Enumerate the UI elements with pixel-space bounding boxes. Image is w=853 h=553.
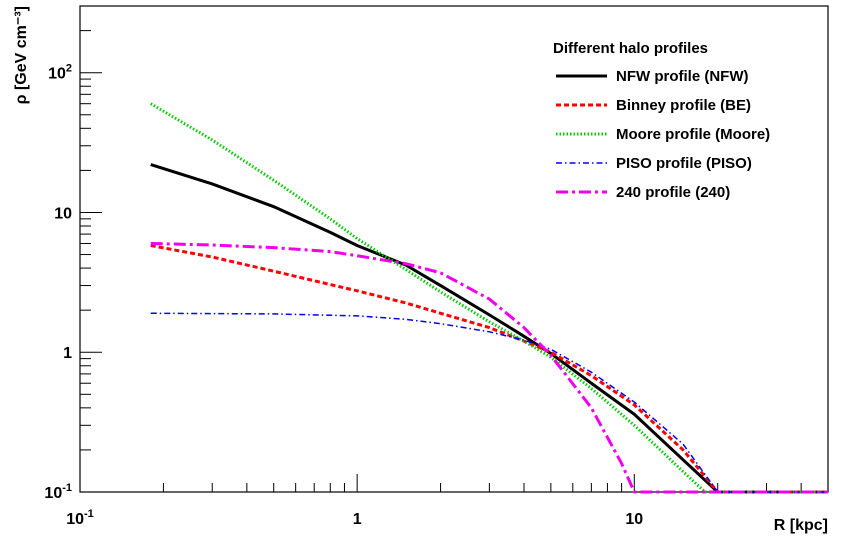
series-line-3 xyxy=(150,312,828,493)
y-tick-label: 10-1 xyxy=(44,482,72,502)
tick-labels: 10-1 1 10 10-1 1 10 102 xyxy=(44,63,643,528)
series-line-2 xyxy=(149,102,828,494)
legend-label-2: Moore profile (Moore) xyxy=(616,126,770,143)
axis-ticks xyxy=(79,5,829,493)
series-line-0 xyxy=(150,163,828,494)
legend: Different halo profiles NFW profile (NFW… xyxy=(553,40,770,201)
x-tick-label: 10 xyxy=(625,511,643,528)
legend-label-3: PISO profile (PISO) xyxy=(616,155,752,172)
plot-frame xyxy=(79,5,829,493)
y-tick-label: 10 xyxy=(54,205,72,222)
legend-label-0: NFW profile (NFW) xyxy=(616,68,748,85)
y-tick-label: 1 xyxy=(63,345,72,362)
y-tick-label: 102 xyxy=(48,63,72,83)
series-group xyxy=(149,102,828,494)
legend-title: Different halo profiles xyxy=(553,40,708,57)
series-line-4 xyxy=(150,241,828,494)
y-axis-label: ρ [GeV cm⁻³] xyxy=(13,6,30,104)
x-tick-label: 1 xyxy=(353,511,362,528)
series-line-1 xyxy=(150,244,828,494)
x-axis-label: R [kpc] xyxy=(774,517,828,534)
legend-label-1: Binney profile (BE) xyxy=(616,97,751,114)
legend-label-4: 240 profile (240) xyxy=(616,184,730,201)
x-tick-label: 10-1 xyxy=(66,508,94,528)
